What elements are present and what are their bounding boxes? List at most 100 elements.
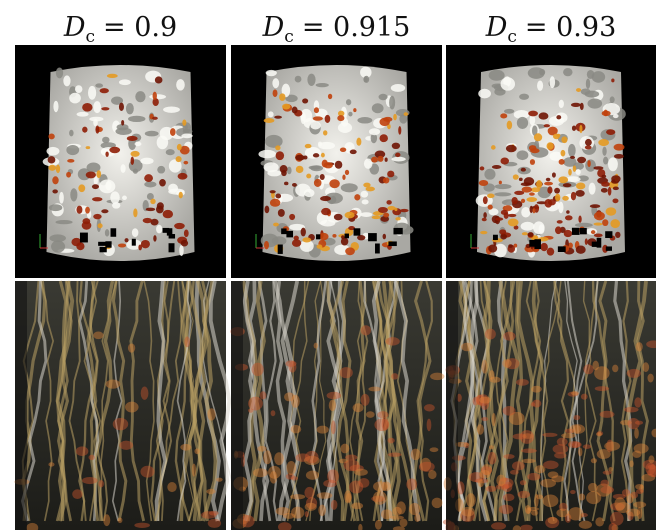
damage bbox=[304, 487, 314, 499]
damage bbox=[86, 172, 96, 179]
damage bbox=[411, 449, 421, 460]
damage bbox=[585, 139, 592, 146]
damage bbox=[557, 220, 563, 224]
damage bbox=[295, 155, 304, 161]
damage bbox=[570, 156, 575, 159]
damage bbox=[105, 151, 108, 156]
structure bbox=[105, 229, 109, 236]
structure bbox=[528, 67, 545, 79]
damage bbox=[374, 418, 389, 431]
damage bbox=[547, 186, 552, 193]
damage bbox=[361, 394, 370, 406]
damage bbox=[72, 489, 82, 499]
damage bbox=[595, 517, 604, 526]
damage bbox=[528, 232, 534, 237]
damage bbox=[503, 454, 514, 459]
damage bbox=[575, 190, 584, 197]
damage bbox=[339, 367, 352, 378]
damage bbox=[101, 209, 108, 213]
damage bbox=[159, 179, 166, 187]
structure bbox=[140, 158, 153, 165]
volume-panel bbox=[14, 281, 237, 530]
structure bbox=[517, 150, 529, 160]
damage bbox=[381, 481, 391, 491]
damage bbox=[306, 471, 319, 480]
damage bbox=[495, 217, 503, 220]
damage bbox=[561, 136, 567, 143]
damage bbox=[274, 452, 284, 465]
damage bbox=[624, 407, 639, 412]
damage bbox=[396, 501, 405, 514]
damage bbox=[400, 209, 409, 212]
damage bbox=[48, 462, 54, 466]
damage bbox=[634, 428, 639, 439]
damage bbox=[119, 441, 133, 450]
damage bbox=[579, 125, 582, 133]
figure: Dc= 0.9Dc= 0.915Dc= 0.93 bbox=[0, 0, 656, 530]
damage bbox=[291, 395, 300, 408]
damage bbox=[93, 331, 103, 339]
damage bbox=[516, 379, 529, 386]
damage bbox=[502, 359, 511, 368]
subscript: c bbox=[85, 27, 95, 47]
structure bbox=[59, 192, 64, 204]
structure bbox=[47, 147, 60, 156]
damage bbox=[353, 108, 356, 112]
damage bbox=[290, 494, 305, 499]
damage bbox=[144, 174, 153, 182]
damage bbox=[600, 480, 609, 487]
damage bbox=[481, 417, 488, 421]
damage bbox=[207, 408, 215, 420]
damage bbox=[414, 514, 420, 522]
damage bbox=[156, 206, 164, 214]
structure bbox=[586, 78, 590, 88]
damage bbox=[555, 194, 560, 202]
damage bbox=[289, 214, 295, 220]
structure bbox=[519, 94, 529, 100]
structure bbox=[176, 79, 185, 90]
damage bbox=[501, 210, 508, 215]
damage bbox=[155, 76, 163, 83]
damage bbox=[192, 464, 196, 477]
structure bbox=[608, 157, 618, 171]
damage bbox=[98, 480, 104, 487]
structure bbox=[110, 191, 120, 204]
symbol: D bbox=[485, 12, 508, 43]
damage bbox=[406, 478, 417, 490]
structure bbox=[181, 134, 192, 139]
structure bbox=[310, 165, 323, 171]
damage bbox=[351, 502, 363, 509]
damage bbox=[141, 387, 149, 400]
structure bbox=[529, 115, 535, 125]
damage bbox=[542, 433, 557, 437]
damage bbox=[608, 467, 613, 472]
damage bbox=[477, 424, 484, 435]
damage bbox=[563, 183, 572, 187]
damage bbox=[331, 420, 336, 434]
damage bbox=[152, 117, 158, 120]
hole bbox=[169, 243, 175, 252]
damage bbox=[341, 237, 348, 245]
structure bbox=[495, 184, 512, 189]
damage bbox=[371, 157, 378, 163]
damage bbox=[182, 119, 186, 125]
damage bbox=[335, 161, 343, 169]
damage bbox=[306, 174, 311, 179]
structure bbox=[307, 74, 315, 86]
damage bbox=[548, 517, 558, 524]
structure bbox=[310, 121, 321, 129]
damage bbox=[573, 165, 576, 172]
damage bbox=[578, 216, 581, 223]
damage bbox=[133, 208, 137, 217]
damage bbox=[265, 206, 270, 214]
damage bbox=[388, 438, 395, 444]
damage bbox=[614, 497, 625, 510]
damage bbox=[109, 147, 120, 153]
damage bbox=[150, 199, 155, 204]
damage bbox=[131, 157, 135, 165]
damage bbox=[637, 507, 643, 519]
damage bbox=[86, 146, 91, 149]
damage bbox=[121, 120, 124, 126]
damage bbox=[264, 241, 269, 249]
damage bbox=[284, 182, 288, 186]
